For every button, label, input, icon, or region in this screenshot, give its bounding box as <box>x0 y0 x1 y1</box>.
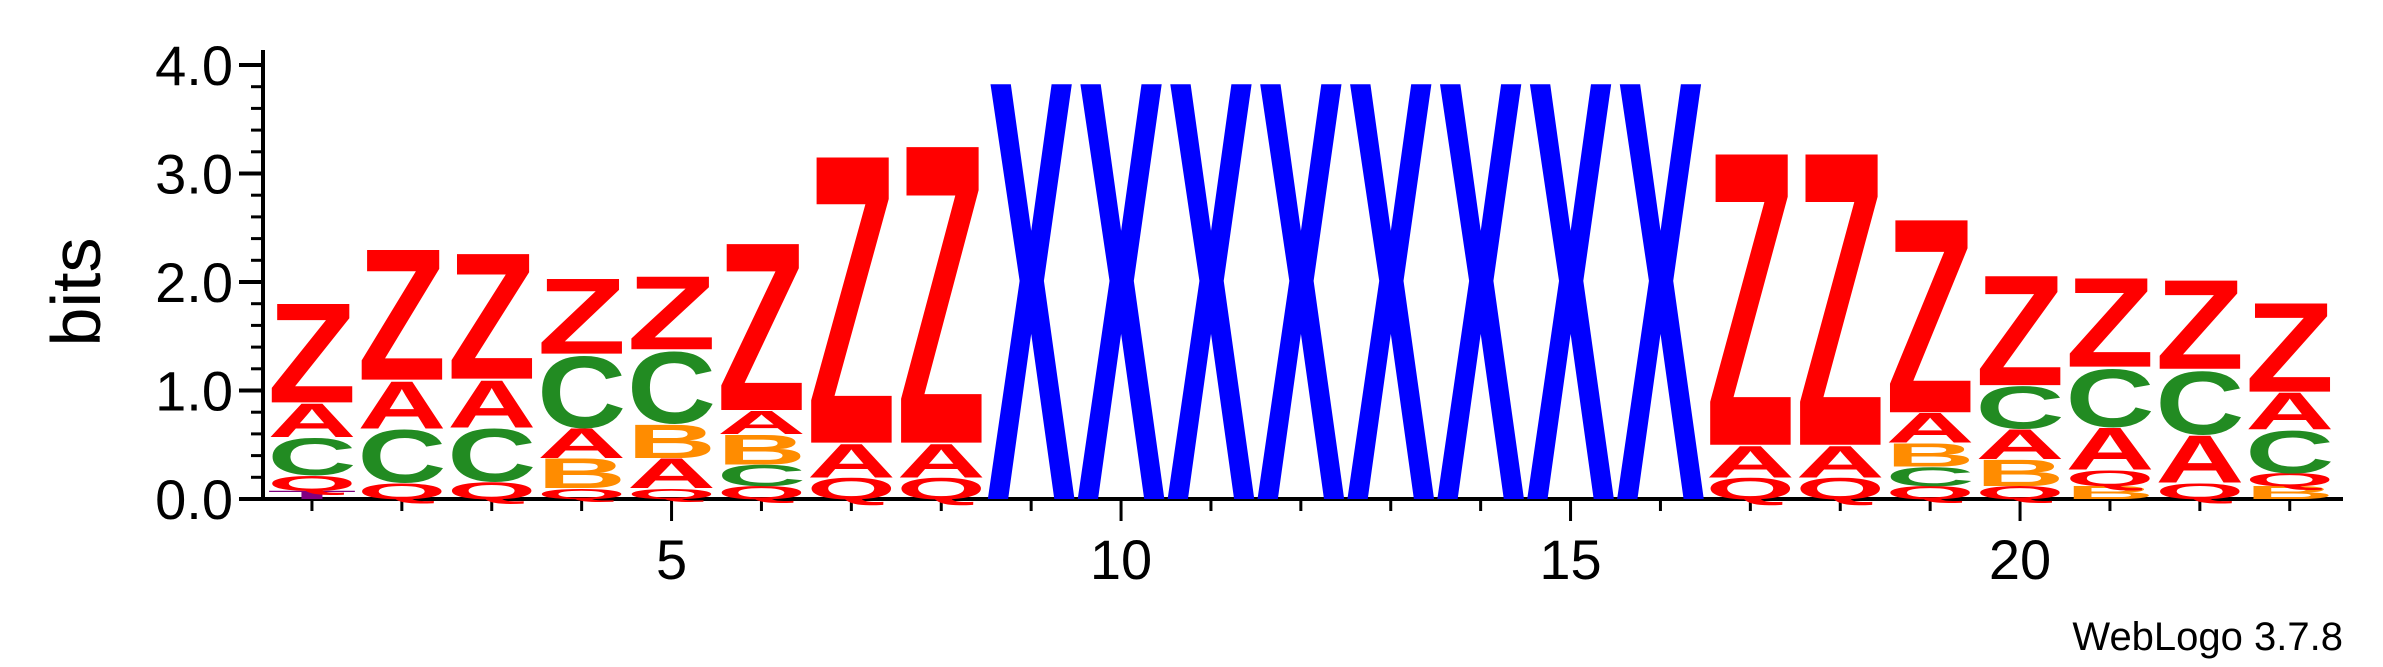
glyph-b-pos-4: B <box>537 450 626 497</box>
glyph-a-pos-17: A <box>1706 436 1795 487</box>
glyph-x-pos-11: X <box>1166 0 1256 627</box>
glyph-z-pos-4: Z <box>537 256 626 377</box>
glyph-a-pos-20: A <box>1976 421 2065 468</box>
glyph-c-pos-22: C <box>2155 352 2244 453</box>
glyph-b-pos-19: B <box>1886 437 1975 474</box>
glyph-a-pos-4: A <box>537 420 626 467</box>
glyph-c-pos-4: C <box>537 335 626 450</box>
glyph-a-pos-5: A <box>627 450 716 497</box>
weblogo-credit: WebLogo 3.7.8 <box>2072 615 2343 659</box>
glyph-x-pos-14: X <box>1436 0 1526 627</box>
glyph-a-pos-2: A <box>357 368 446 444</box>
glyph-a-pos-8: A <box>897 433 986 487</box>
glyph-x-pos-10: X <box>1077 0 1167 627</box>
glyph-z-pos-23: Z <box>2245 277 2334 420</box>
glyph-q-pos-3: Q <box>447 477 536 504</box>
glyph-q-pos-18: Q <box>1796 472 1885 506</box>
glyph-q-pos-23: Q <box>2245 470 2334 490</box>
glyph-c-pos-5: C <box>627 331 716 446</box>
glyph-a-pos-6: A <box>717 404 806 441</box>
glyph-q-pos-20: Q <box>1976 483 2065 503</box>
y-tick-label: 0.0 <box>155 468 233 531</box>
glyph-z-pos-22: Z <box>2155 254 2244 397</box>
glyph-z-pos-18: Z <box>1796 62 1885 534</box>
glyph-z-pos-21: Z <box>2065 252 2154 395</box>
glyph-a-pos-21: A <box>2065 415 2154 483</box>
glyph-a-pos-23: A <box>2245 382 2334 441</box>
glyph-x-pos-15: X <box>1526 0 1616 627</box>
y-tick-label: 4.0 <box>155 34 233 97</box>
glyph-c-pos-23: C <box>2245 418 2334 486</box>
glyph-z-pos-19: Z <box>1886 162 1975 473</box>
glyph-z-pos-8: Z <box>897 54 986 533</box>
glyph-c-pos-20: C <box>1976 374 2065 442</box>
glyph-q-pos-2: Q <box>357 479 446 504</box>
glyph-z-pos-1: Z <box>267 273 356 434</box>
y-axis-label: bits <box>37 238 115 347</box>
glyph-z-pos-20: Z <box>1976 243 2065 420</box>
glyph-q-pos-22: Q <box>2155 479 2244 504</box>
glyph-q-pos-17: Q <box>1706 472 1795 506</box>
glyph-x-pos-13: X <box>1346 0 1436 627</box>
y-tick-label: 3.0 <box>155 143 233 206</box>
glyph-q-pos-5: Q <box>627 486 716 503</box>
glyph-z-pos-2: Z <box>357 210 446 420</box>
glyph-t-pos-1: T <box>267 488 356 502</box>
glyph-q-pos-4: Q <box>537 486 626 503</box>
glyph-c-pos-2: C <box>357 415 446 499</box>
glyph-b-pos-23: B <box>2245 483 2334 503</box>
glyph-c-pos-21: C <box>2065 352 2154 444</box>
x-tick-label: 10 <box>1090 528 1152 591</box>
y-tick-label: 2.0 <box>155 251 233 314</box>
glyph-q-pos-19: Q <box>1886 483 1975 503</box>
glyph-a-pos-7: A <box>807 433 896 487</box>
glyph-q-pos-8: Q <box>897 472 986 506</box>
glyph-q-pos-21: Q <box>2065 466 2154 491</box>
y-tick-label: 1.0 <box>155 360 233 423</box>
axes: 0.0 1.0 2.0 3.0 4.0 5 10 15 20 <box>155 34 2343 591</box>
glyph-z-pos-7: Z <box>807 68 896 531</box>
glyph-q-pos-6: Q <box>717 483 806 503</box>
x-tick-label: 5 <box>656 528 687 591</box>
glyph-q-pos-1: Q <box>267 472 356 495</box>
glyph-z-pos-6: Z <box>717 193 806 462</box>
glyph-a-pos-1: A <box>267 393 356 447</box>
glyph-b-pos-20: B <box>1976 452 2065 494</box>
glyph-x-pos-9: X <box>987 0 1077 627</box>
glyph-z-pos-3: Z <box>447 214 536 417</box>
glyph-b-pos-21: B <box>2065 483 2154 503</box>
glyph-z-pos-5: Z <box>627 254 716 372</box>
glyph-a-pos-3: A <box>447 367 536 443</box>
glyph-b-pos-6: B <box>717 426 806 473</box>
x-tick-label: 20 <box>1989 528 2051 591</box>
glyph-a-pos-18: A <box>1796 436 1885 487</box>
glyph-a-pos-22: A <box>2155 422 2244 498</box>
x-tick-label: 15 <box>1539 528 1601 591</box>
glyph-x-pos-12: X <box>1256 0 1346 627</box>
glyph-c-pos-1: C <box>267 428 356 487</box>
glyph-q-pos-7: Q <box>807 472 896 506</box>
glyph-c-pos-19: C <box>1886 461 1975 491</box>
glyph-a-pos-19: A <box>1886 405 1975 452</box>
glyph-b-pos-5: B <box>627 414 716 468</box>
glyph-x-pos-16: X <box>1616 0 1706 627</box>
glyph-c-pos-3: C <box>447 414 536 498</box>
glyph-z-pos-17: Z <box>1706 62 1795 534</box>
glyph-c-pos-6: C <box>717 459 806 493</box>
